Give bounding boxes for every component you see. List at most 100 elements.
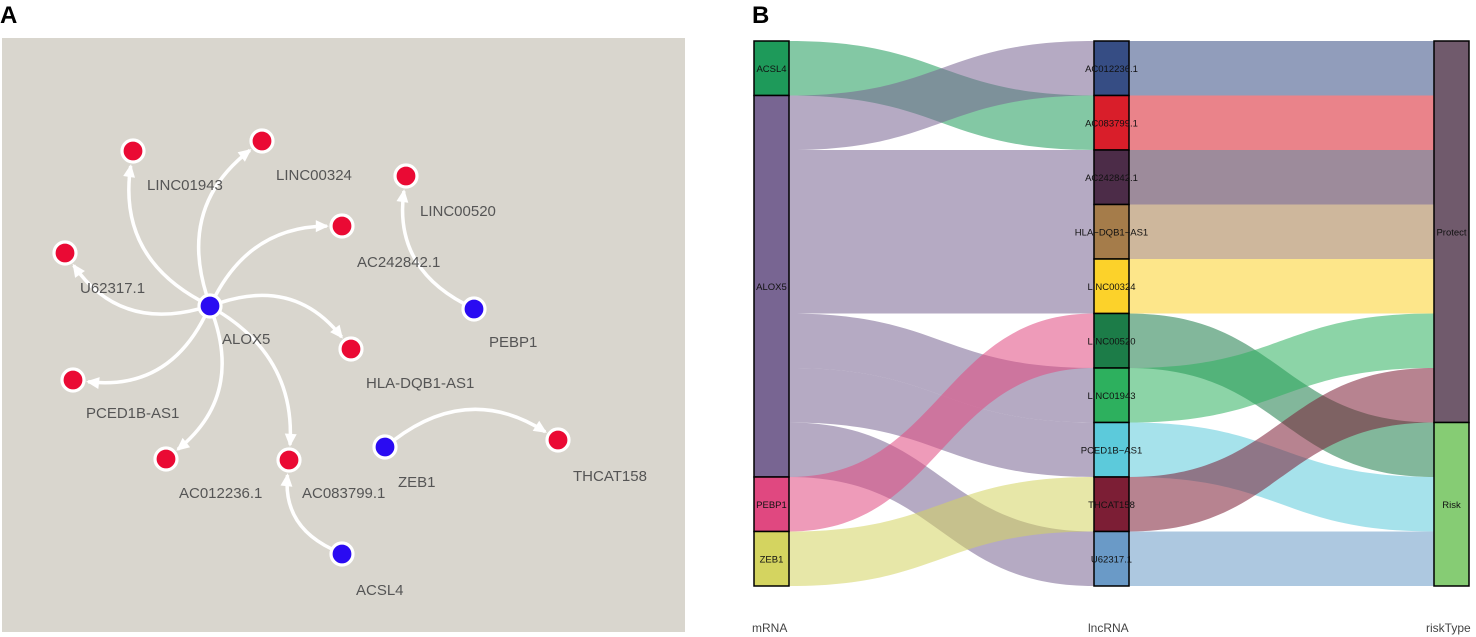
mrna-stratum-alox5 (753, 94, 790, 478)
lncrna-label-linc00324: LINC00324 (1087, 282, 1135, 293)
lncrna-label-ac083799-1: AC083799.1 (1085, 118, 1138, 129)
node-label-linc00520: LINC00520 (420, 203, 496, 220)
node-alox5 (197, 293, 223, 319)
arrowhead-alox5-to-pced1b-as1 (86, 377, 100, 389)
node-label-u62317-1: U62317.1 (80, 280, 145, 297)
node-linc01943 (120, 138, 146, 164)
risk-stratum-protect (1433, 40, 1470, 424)
edge-alox5-to-hla-dqb1-as1 (219, 293, 343, 339)
mrna-stratum-zeb1 (753, 530, 790, 587)
arrowhead-alox5-to-linc00324 (237, 149, 252, 162)
node-label-pced1b-as1: PCED1B-AS1 (86, 405, 179, 422)
node-ac083799-1 (276, 447, 302, 473)
node-linc00324 (249, 128, 275, 154)
network-background (2, 38, 685, 632)
node-hla-dqb1-as1 (338, 336, 364, 362)
arrowhead-alox5-to-hla-dqb1-as1 (330, 324, 343, 339)
arrowhead-zeb1-to-thcat158 (532, 420, 547, 433)
flow-alox5-to-linc01943 (789, 313, 1094, 423)
lncrna-stratum-thcat158 (1093, 476, 1130, 533)
risk-label-protect: Protect (1436, 227, 1466, 238)
axis-label-lncrna: lncRNA (1088, 621, 1129, 635)
axis-label-mrna: mRNA (752, 621, 787, 635)
risk-label-risk: Risk (1442, 500, 1461, 511)
arrowhead-alox5-to-u62317-1 (72, 263, 85, 278)
risk-stratum-risk (1433, 421, 1470, 587)
sankey-node-labels: ACSL4 ALOX5 PEBP1 ZEB1 AC012236.1 AC083799.1 A… (756, 64, 1467, 566)
lncrna-stratum-u62317-1 (1093, 530, 1130, 587)
arrowhead-pebp1-to-linc00520 (396, 189, 409, 203)
flow-linc01943-to-protect (1129, 313, 1434, 423)
flow-ac012236-1-to-protect (1129, 41, 1434, 96)
node-thcat158 (545, 427, 571, 453)
mrna-label-pebp1: PEBP1 (756, 500, 787, 511)
flow-ac083799-1-to-protect (1129, 95, 1434, 150)
edge-alox5-to-ac242842-1 (213, 224, 327, 298)
lncrna-stratum-linc00324 (1093, 258, 1130, 315)
node-label-pebp1: PEBP1 (489, 334, 537, 351)
flow-alox5-to-hla-dqb1-as1 (789, 204, 1094, 259)
arrowhead-alox5-to-ac012236-1 (176, 437, 191, 451)
flow-pebp1-to-linc00520 (789, 313, 1094, 532)
flow-zeb1-to-thcat158 (789, 477, 1094, 586)
node-label-ac083799-1: AC083799.1 (302, 485, 385, 502)
flow-alox5-to-ac242842-1 (789, 150, 1094, 205)
network-labels: ALOX5 PEBP1 ZEB1 ACSL4 LINC01943 LINC00324 LIN… (80, 167, 647, 599)
node-label-linc01943: LINC01943 (147, 177, 223, 194)
node-label-thcat158: THCAT158 (573, 468, 647, 485)
flow-alox5-to-linc00324 (789, 259, 1094, 314)
flow-u62317-1-to-risk (1129, 531, 1434, 586)
arrowhead-alox5-to-ac083799-1 (284, 433, 297, 447)
arrowhead-alox5-to-ac242842-1 (315, 220, 329, 233)
edge-alox5-to-linc01943 (127, 165, 202, 303)
node-label-alox5: ALOX5 (222, 331, 270, 348)
edge-alox5-to-ac012236-1 (176, 315, 224, 451)
panel-label-b: B (752, 2, 769, 29)
lncrna-label-thcat158: THCAT158 (1088, 500, 1135, 511)
node-label-ac242842-1: AC242842.1 (357, 254, 440, 271)
edge-alox5-to-ac083799-1 (218, 310, 293, 445)
network-panel: A ALOX5 PEBP1 ZEB1 ACSL4 LINC01943 LINC00324 L… (0, 2, 685, 632)
network-edges (72, 148, 547, 551)
arrowhead-alox5-to-linc01943 (123, 164, 135, 178)
flow-ac242842-1-to-protect (1129, 150, 1434, 205)
edge-alox5-to-linc00324 (196, 148, 251, 297)
flow-linc00324-to-protect (1129, 259, 1434, 314)
panel-label-a: A (0, 2, 17, 29)
node-label-ac012236-1: AC012236.1 (179, 485, 262, 502)
node-linc00520 (393, 163, 419, 189)
node-acsl4 (329, 541, 355, 567)
node-ac242842-1 (329, 213, 355, 239)
node-u62317-1 (52, 240, 78, 266)
node-pebp1 (461, 296, 487, 322)
lncrna-label-linc00520: LINC00520 (1087, 336, 1135, 347)
node-label-zeb1: ZEB1 (398, 474, 436, 491)
sankey-nodes (753, 40, 1470, 587)
lncrna-label-ac242842-1: AC242842.1 (1085, 173, 1138, 184)
lncrna-stratum-ac242842-1 (1093, 149, 1130, 206)
flow-hla-dqb1-as1-to-protect (1129, 204, 1434, 259)
arrowhead-acsl4-to-ac083799-1 (280, 473, 293, 487)
node-ac012236-1 (153, 446, 179, 472)
axis-label-risktype: riskType (1426, 621, 1471, 635)
mrna-label-zeb1: ZEB1 (760, 554, 784, 565)
sankey-flows (789, 41, 1434, 586)
lncrna-stratum-linc01943 (1093, 367, 1130, 424)
lncrna-label-linc01943: LINC01943 (1087, 391, 1135, 402)
mrna-stratum-acsl4 (753, 40, 790, 97)
sankey-panel: B ACSL4 ALOX5 PEBP1 ZEB1 AC012236.1 AC083799.… (752, 2, 1471, 635)
node-zeb1 (372, 434, 398, 460)
mrna-label-alox5: ALOX5 (756, 282, 787, 293)
lncrna-label-u62317-1: U62317.1 (1091, 554, 1132, 565)
edge-zeb1-to-thcat158 (392, 407, 547, 442)
lncrna-stratum-hla-dqb1-as1 (1093, 203, 1130, 260)
lncrna-label-hla-dqb1-as1: HLA−DQB1−AS1 (1075, 227, 1148, 238)
network-nodes (52, 128, 571, 567)
node-pced1b-as1 (60, 367, 86, 393)
lncrna-label-ac012236-1: AC012236.1 (1085, 64, 1138, 75)
flow-alox5-to-ac012236-1 (789, 41, 1094, 150)
flow-thcat158-to-protect (1129, 368, 1434, 532)
edge-alox5-to-u62317-1 (72, 264, 200, 316)
mrna-label-acsl4: ACSL4 (756, 64, 786, 75)
